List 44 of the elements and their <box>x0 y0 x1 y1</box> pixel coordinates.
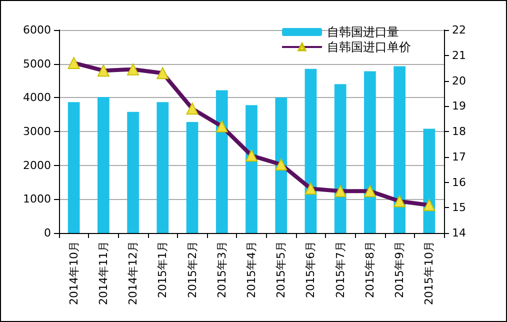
bar <box>364 71 376 233</box>
y-tick-label: 1000 <box>23 192 51 206</box>
x-tick-label: 2015年2月 <box>186 241 199 298</box>
bar <box>246 105 258 233</box>
bar <box>127 112 139 233</box>
legend-label: 自韩国进口量 <box>327 25 399 39</box>
x-tick-label: 2015年1月 <box>156 241 170 298</box>
bar <box>394 66 406 233</box>
y2-tick-label: 17 <box>452 150 466 164</box>
y2-tick-label: 18 <box>452 125 466 138</box>
y2-tick-label: 19 <box>452 100 466 113</box>
y-tick-label: 2000 <box>23 158 51 172</box>
y2-tick-label: 15 <box>452 201 466 214</box>
y-tick-label: 3000 <box>23 125 51 138</box>
bar <box>68 102 80 233</box>
x-tick-label: 2014年11月 <box>96 241 110 305</box>
bar <box>275 97 288 233</box>
x-tick-label: 2014年10月 <box>67 241 80 305</box>
y2-tick-label: 20 <box>452 74 466 88</box>
x-tick-label: 2015年4月 <box>245 241 258 298</box>
y-tick-label: 0 <box>44 226 51 240</box>
x-tick-label: 2015年10月 <box>422 241 436 305</box>
x-tick-label: 2015年7月 <box>334 241 347 298</box>
y-tick-label: 5000 <box>23 57 51 70</box>
bar <box>423 128 436 233</box>
y-tick-label: 6000 <box>23 24 51 36</box>
bar <box>216 90 228 233</box>
bar <box>186 122 198 233</box>
x-tick-label: 2015年8月 <box>363 241 376 298</box>
x-tick-label: 2015年9月 <box>393 241 406 298</box>
x-tick-label: 2015年5月 <box>274 241 288 298</box>
bar <box>304 68 317 233</box>
x-tick-label: 2014年12月 <box>126 241 140 305</box>
x-tick-label: 2015年6月 <box>304 241 318 298</box>
y2-tick-label: 14 <box>452 226 466 240</box>
y2-tick-label: 16 <box>452 176 466 189</box>
y2-tick-label: 21 <box>452 48 466 62</box>
bar <box>98 96 110 233</box>
y-tick-label: 4000 <box>23 91 51 104</box>
bar <box>334 84 346 233</box>
y2-tick-label: 22 <box>452 24 466 36</box>
bar <box>156 102 169 233</box>
x-tick-label: 2015年3月 <box>215 241 228 298</box>
legend-label: 自韩国进口单价 <box>327 40 411 54</box>
